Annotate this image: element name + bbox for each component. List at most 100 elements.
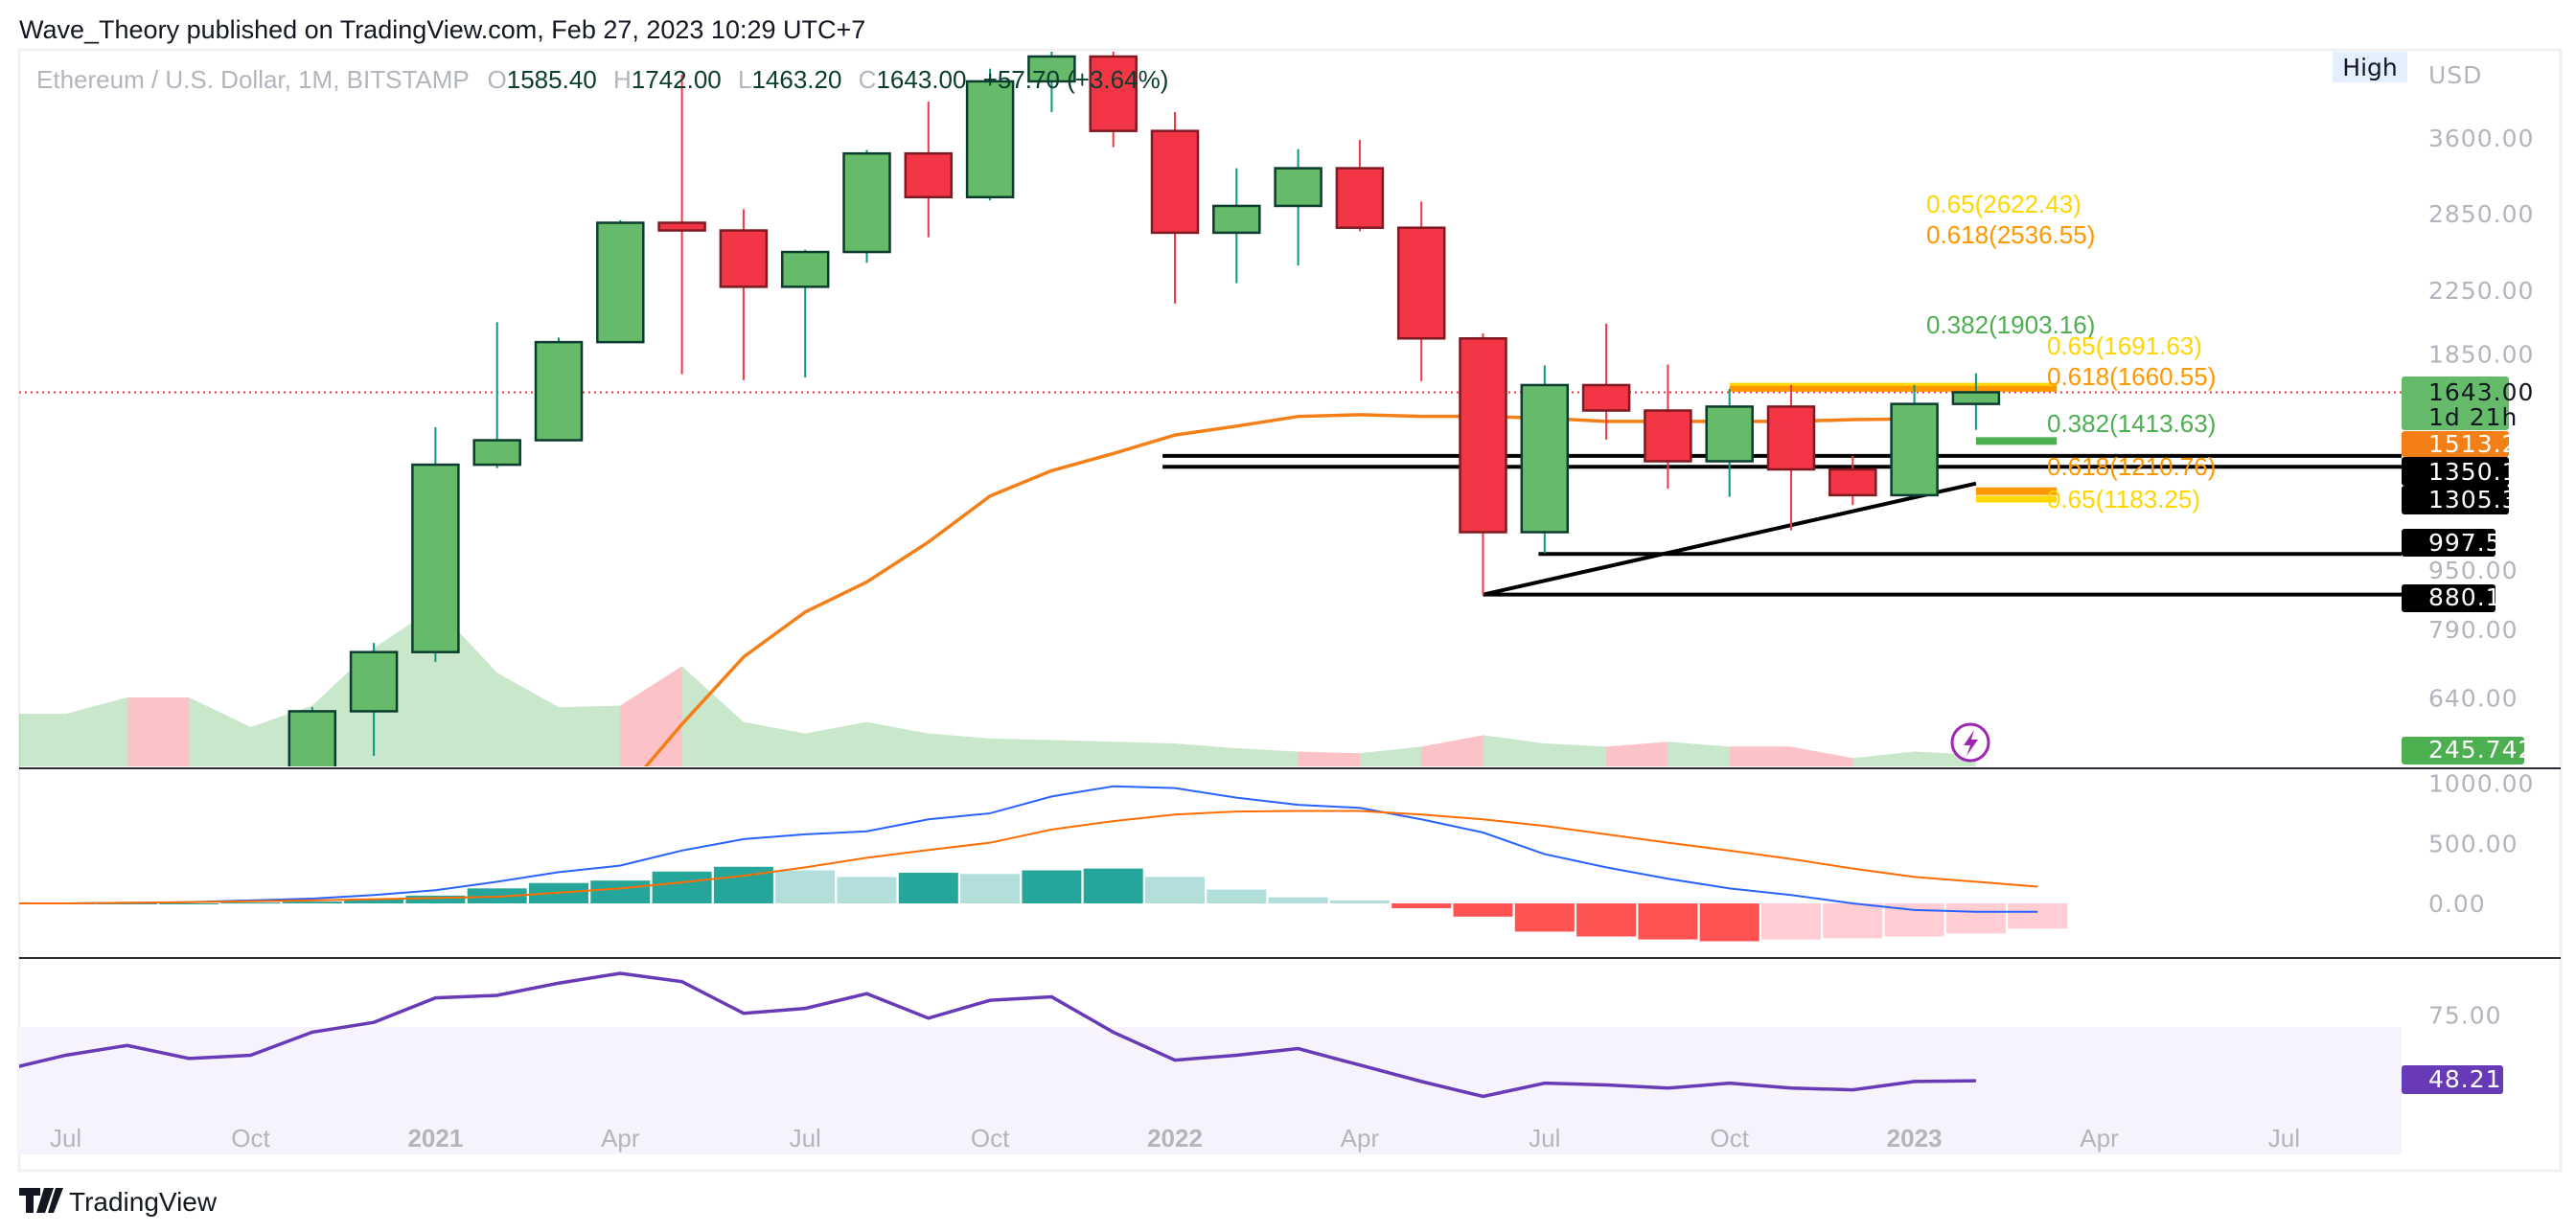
high-button-label[interactable]: High — [2342, 54, 2397, 81]
macd-histogram-bar — [220, 902, 281, 904]
volume-segment — [189, 696, 251, 766]
macd-histogram-bar — [775, 870, 836, 903]
fib-label: 0.618(1210.76) — [2047, 452, 2216, 481]
macd-histogram-bar — [405, 895, 466, 903]
currency-label[interactable]: USD — [2428, 61, 2482, 89]
macd-line — [19, 785, 2038, 913]
rsi-band — [19, 1027, 2402, 1154]
fib-label: 0.65(1691.63) — [2047, 331, 2202, 360]
volume-segment — [126, 696, 190, 766]
signal-line — [19, 810, 2038, 904]
time-axis-label: Jul — [2268, 1124, 2300, 1152]
candle-body — [1396, 226, 1446, 340]
chart-frame — [17, 48, 2563, 1173]
candle-body — [1644, 409, 1692, 463]
macd-histogram-bar — [344, 899, 404, 903]
volume-segment — [1298, 751, 1360, 766]
tradingview-logo-icon — [19, 1188, 63, 1213]
fib-label: 0.618(1660.55) — [2047, 362, 2216, 391]
bar-countdown: 1d 21h — [2428, 403, 2518, 431]
macd-histogram-bar — [1576, 903, 1637, 937]
candle-body — [596, 221, 645, 344]
macd-histogram-bar — [1329, 900, 1390, 903]
time-axis-label: 2023 — [1887, 1124, 1943, 1152]
fib-zone — [1729, 382, 2058, 389]
volume-segment — [1606, 741, 1668, 766]
volume-segment — [65, 696, 127, 766]
macd-histogram-bar — [1699, 903, 1760, 942]
fib-label: 0.65(1183.25) — [2047, 485, 2200, 513]
candle-body — [1459, 337, 1507, 534]
rsi-value: 48.21 — [2428, 1065, 2502, 1093]
moving-average-line — [643, 413, 1915, 766]
rsi-badge: 48.21 — [2402, 1065, 2503, 1094]
volume-segment — [496, 673, 559, 766]
level-value: 997.55 — [2428, 529, 2518, 557]
legend-open-label: O — [488, 65, 507, 94]
macd-histogram-bar — [1207, 889, 1267, 903]
time-axis-label: Oct — [971, 1124, 1010, 1152]
volume-segment — [559, 705, 621, 766]
candle-body — [965, 80, 1015, 199]
time-axis-label: 2021 — [407, 1124, 463, 1152]
macd-histogram-bar — [97, 903, 157, 904]
macd-histogram-bar — [1022, 870, 1082, 903]
volume-segment — [1051, 740, 1114, 766]
level-value: 1305.38 — [2428, 486, 2534, 513]
macd-histogram-bar — [282, 901, 342, 903]
macd-histogram-bar — [1145, 877, 1205, 903]
volume-segment — [866, 721, 929, 766]
time-axis-label: 2022 — [1147, 1124, 1203, 1152]
candle-body — [472, 439, 521, 467]
legend-open: 1585.40 — [507, 65, 597, 94]
candle-body — [1766, 405, 1816, 471]
time-axis-label: Apr — [1341, 1124, 1380, 1152]
legend-close: 1643.00 — [876, 65, 966, 94]
candle-body — [1335, 167, 1385, 229]
volume-segment — [1113, 741, 1175, 766]
price-axis-label: 75.00 — [2428, 1002, 2502, 1030]
volume-segment — [1544, 742, 1607, 766]
price-axis-label: 640.00 — [2428, 684, 2518, 712]
macd-histogram-bar — [1761, 903, 1821, 940]
macd-histogram-bar — [898, 873, 958, 903]
time-axis-label: Oct — [1710, 1124, 1749, 1152]
fib-line — [1729, 385, 2058, 392]
price-axis-label: 0.00 — [2428, 890, 2486, 918]
candle-body — [1890, 402, 1939, 497]
macd-histogram-bar — [1392, 903, 1452, 909]
fib-line — [1975, 495, 2058, 503]
volume-segment — [1483, 735, 1545, 766]
price-axis-label: 1000.00 — [2428, 770, 2534, 798]
volume-segment — [1852, 751, 1915, 766]
legend-symbol[interactable]: Ethereum / U.S. Dollar, 1M, BITSTAMP — [36, 65, 469, 94]
price-axis-label: 500.00 — [2428, 830, 2518, 857]
volume-segment — [805, 721, 867, 766]
ma-value: 1513.24 — [2428, 430, 2534, 458]
macd-histogram-bar — [159, 903, 219, 904]
candle-body — [719, 229, 769, 288]
macd-histogram-bar — [1268, 897, 1328, 903]
candle-body — [534, 340, 584, 442]
level-value: 1350.10 — [2428, 458, 2534, 486]
price-axis-label: 3600.00 — [2428, 125, 2534, 152]
time-axis-label: Jul — [1529, 1124, 1560, 1152]
volume-badge: 245.742K — [2402, 736, 2550, 764]
legend: Ethereum / U.S. Dollar, 1M, BITSTAMP O15… — [36, 65, 1168, 94]
macd-histogram-bar — [590, 880, 651, 903]
macd-histogram-bar — [1945, 903, 2006, 934]
candle-body — [1212, 204, 1261, 235]
volume-segment — [1175, 742, 1237, 766]
high-button[interactable]: High — [2333, 52, 2407, 82]
legend-low-label: L — [738, 65, 751, 94]
candle-body — [1828, 468, 1877, 497]
volume-segment — [1729, 746, 1791, 766]
lightning-icon[interactable] — [1950, 722, 1990, 763]
macd-histogram-bar — [837, 877, 897, 903]
macd-histogram-bar — [2008, 903, 2068, 929]
price-axis-label: 790.00 — [2428, 616, 2518, 644]
tradingview-logo[interactable]: TradingView — [19, 1187, 218, 1217]
fib-label: 0.65(2622.43) — [1926, 190, 2082, 218]
legend-close-label: C — [859, 65, 877, 94]
